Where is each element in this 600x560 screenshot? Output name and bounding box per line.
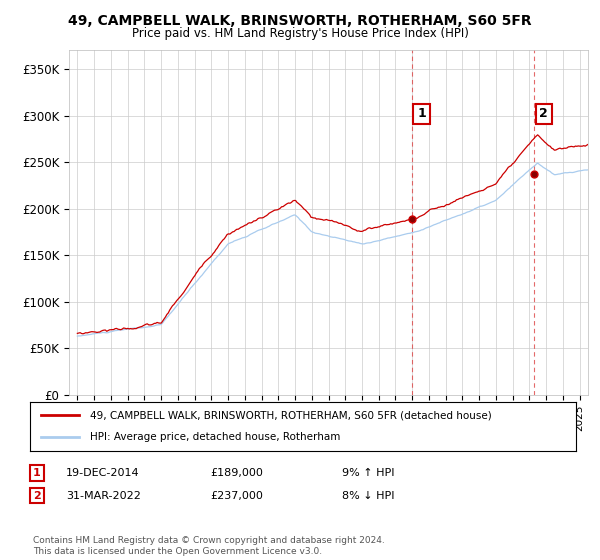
Text: 19-DEC-2014: 19-DEC-2014 xyxy=(66,468,140,478)
Text: 31-MAR-2022: 31-MAR-2022 xyxy=(66,491,141,501)
Text: £189,000: £189,000 xyxy=(210,468,263,478)
Text: 2: 2 xyxy=(539,108,548,120)
Text: 2: 2 xyxy=(33,491,41,501)
Text: 8% ↓ HPI: 8% ↓ HPI xyxy=(342,491,395,501)
Text: 1: 1 xyxy=(33,468,41,478)
Text: £237,000: £237,000 xyxy=(210,491,263,501)
Text: 49, CAMPBELL WALK, BRINSWORTH, ROTHERHAM, S60 5FR: 49, CAMPBELL WALK, BRINSWORTH, ROTHERHAM… xyxy=(68,14,532,28)
Text: 1: 1 xyxy=(417,108,426,120)
Text: Contains HM Land Registry data © Crown copyright and database right 2024.
This d: Contains HM Land Registry data © Crown c… xyxy=(33,536,385,556)
Text: 49, CAMPBELL WALK, BRINSWORTH, ROTHERHAM, S60 5FR (detached house): 49, CAMPBELL WALK, BRINSWORTH, ROTHERHAM… xyxy=(90,410,492,421)
Text: Price paid vs. HM Land Registry's House Price Index (HPI): Price paid vs. HM Land Registry's House … xyxy=(131,27,469,40)
Text: HPI: Average price, detached house, Rotherham: HPI: Average price, detached house, Roth… xyxy=(90,432,340,442)
Text: 9% ↑ HPI: 9% ↑ HPI xyxy=(342,468,395,478)
